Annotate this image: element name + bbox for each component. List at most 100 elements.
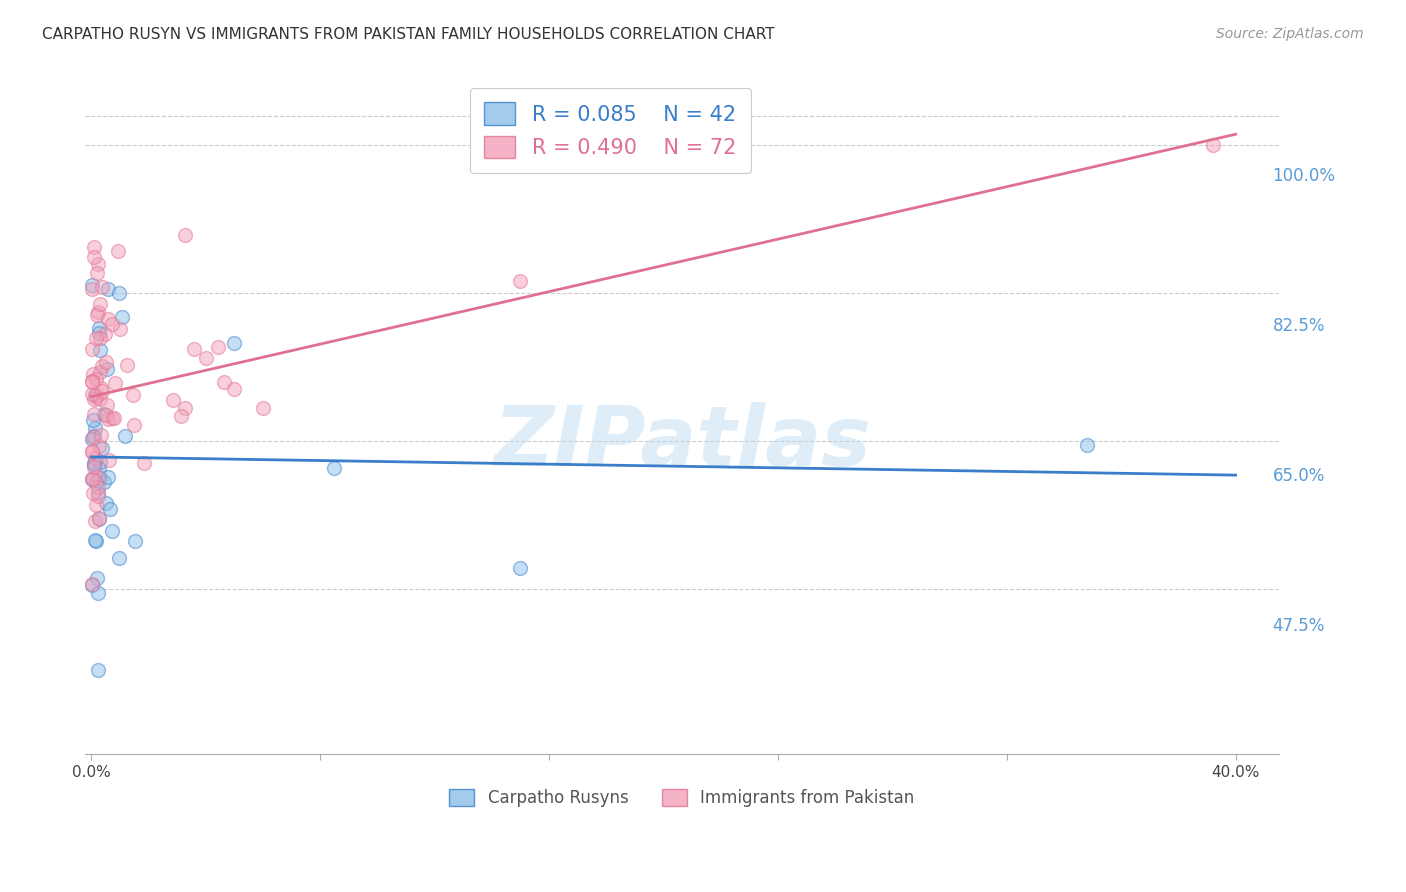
Point: [94, 408, 117, 422]
Point: [80, 374, 103, 388]
Point: [90, 428, 112, 442]
Point: [509, 274, 531, 288]
Point: [87, 321, 110, 335]
Point: [87, 461, 110, 475]
Point: [80, 577, 103, 591]
Text: Source: ZipAtlas.com: Source: ZipAtlas.com: [1216, 27, 1364, 41]
Text: CARPATHO RUSYN VS IMMIGRANTS FROM PAKISTAN FAMILY HOUSEHOLDS CORRELATION CHART: CARPATHO RUSYN VS IMMIGRANTS FROM PAKIST…: [42, 27, 775, 42]
Point: [91, 279, 114, 293]
Point: [94, 354, 117, 368]
Point: [174, 228, 197, 243]
Point: [91, 384, 114, 399]
Point: [104, 376, 127, 390]
Point: [96, 362, 118, 376]
Text: 82.5%: 82.5%: [1272, 317, 1324, 335]
Point: [107, 286, 129, 301]
Point: [1076, 438, 1098, 452]
Point: [83, 392, 105, 407]
Point: [89, 471, 111, 485]
Point: [83, 388, 105, 402]
Point: [82, 429, 104, 443]
Point: [162, 392, 184, 407]
Point: [80, 375, 103, 389]
Point: [82, 367, 104, 381]
Point: [89, 297, 111, 311]
Point: [87, 326, 110, 341]
Point: [252, 401, 274, 415]
Text: 47.5%: 47.5%: [1272, 617, 1324, 635]
Point: [86, 266, 108, 280]
Point: [115, 358, 138, 372]
Point: [207, 340, 229, 354]
Legend: Carpatho Rusyns, Immigrants from Pakistan: Carpatho Rusyns, Immigrants from Pakista…: [443, 782, 921, 814]
Point: [224, 382, 246, 396]
Point: [132, 456, 155, 470]
Point: [93, 475, 115, 489]
Point: [80, 282, 103, 296]
Point: [87, 480, 110, 494]
Point: [97, 412, 120, 426]
Point: [84, 372, 107, 386]
Point: [86, 476, 108, 491]
Point: [90, 441, 112, 455]
Point: [82, 486, 104, 500]
Point: [100, 411, 122, 425]
Point: [212, 375, 235, 389]
Point: [114, 429, 136, 443]
Point: [108, 322, 131, 336]
Point: [84, 514, 107, 528]
Point: [83, 407, 105, 421]
Point: [86, 571, 108, 585]
Point: [195, 351, 218, 365]
Point: [97, 312, 120, 326]
Point: [80, 343, 103, 357]
Point: [83, 456, 105, 470]
Point: [82, 445, 104, 459]
Point: [93, 408, 115, 422]
Point: [87, 439, 110, 453]
Point: [103, 410, 125, 425]
Point: [86, 388, 108, 402]
Point: [173, 401, 195, 415]
Point: [84, 421, 107, 435]
Point: [183, 343, 205, 357]
Point: [80, 444, 103, 458]
Point: [84, 390, 107, 404]
Point: [101, 317, 124, 331]
Point: [169, 409, 191, 424]
Point: [82, 472, 104, 486]
Point: [89, 343, 111, 358]
Point: [122, 417, 145, 432]
Point: [90, 381, 112, 395]
Point: [509, 561, 531, 575]
Point: [87, 489, 110, 503]
Point: [87, 511, 110, 525]
Text: ZIPatlas: ZIPatlas: [494, 402, 870, 483]
Point: [83, 459, 105, 474]
Point: [94, 496, 117, 510]
Point: [84, 498, 107, 512]
Point: [87, 585, 110, 599]
Text: 100.0%: 100.0%: [1272, 167, 1336, 185]
Point: [83, 250, 105, 264]
Point: [96, 398, 118, 412]
Point: [83, 458, 105, 472]
Point: [101, 524, 124, 538]
Point: [97, 469, 120, 483]
Point: [97, 282, 120, 296]
Point: [98, 452, 121, 467]
Point: [111, 310, 134, 325]
Point: [89, 331, 111, 345]
Point: [89, 392, 111, 406]
Point: [80, 387, 103, 401]
Point: [89, 455, 111, 469]
Point: [84, 450, 107, 465]
Point: [107, 551, 129, 566]
Point: [1202, 138, 1225, 153]
Point: [86, 308, 108, 322]
Point: [83, 239, 105, 253]
Point: [121, 388, 143, 402]
Point: [87, 305, 110, 319]
Point: [86, 256, 108, 270]
Point: [90, 359, 112, 373]
